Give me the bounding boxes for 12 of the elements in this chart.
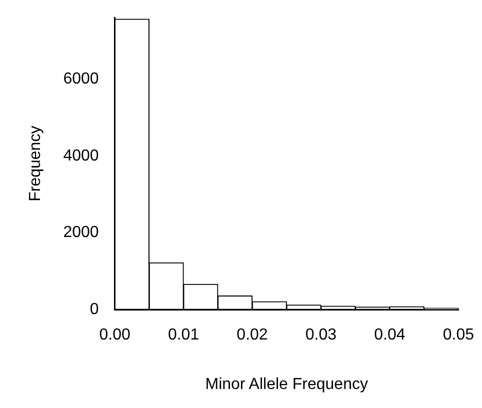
y-tick-label: 0 — [90, 301, 99, 318]
x-tick-label: 0.03 — [305, 326, 337, 344]
y-tick-label: 6000 — [63, 70, 99, 88]
x-tick-label: 0.04 — [374, 326, 406, 344]
x-tick-label: 0.02 — [236, 326, 268, 344]
y-tick-label: 2000 — [63, 224, 99, 242]
x-tick-label: 0.05 — [442, 326, 474, 344]
y-axis-title: Frequency — [27, 126, 44, 202]
y-tick-label: 4000 — [63, 147, 99, 164]
x-tick-label: 0.01 — [168, 326, 200, 344]
x-tick-label: 0.00 — [99, 326, 130, 344]
x-axis-title: Minor Allele Frequency — [205, 376, 368, 393]
